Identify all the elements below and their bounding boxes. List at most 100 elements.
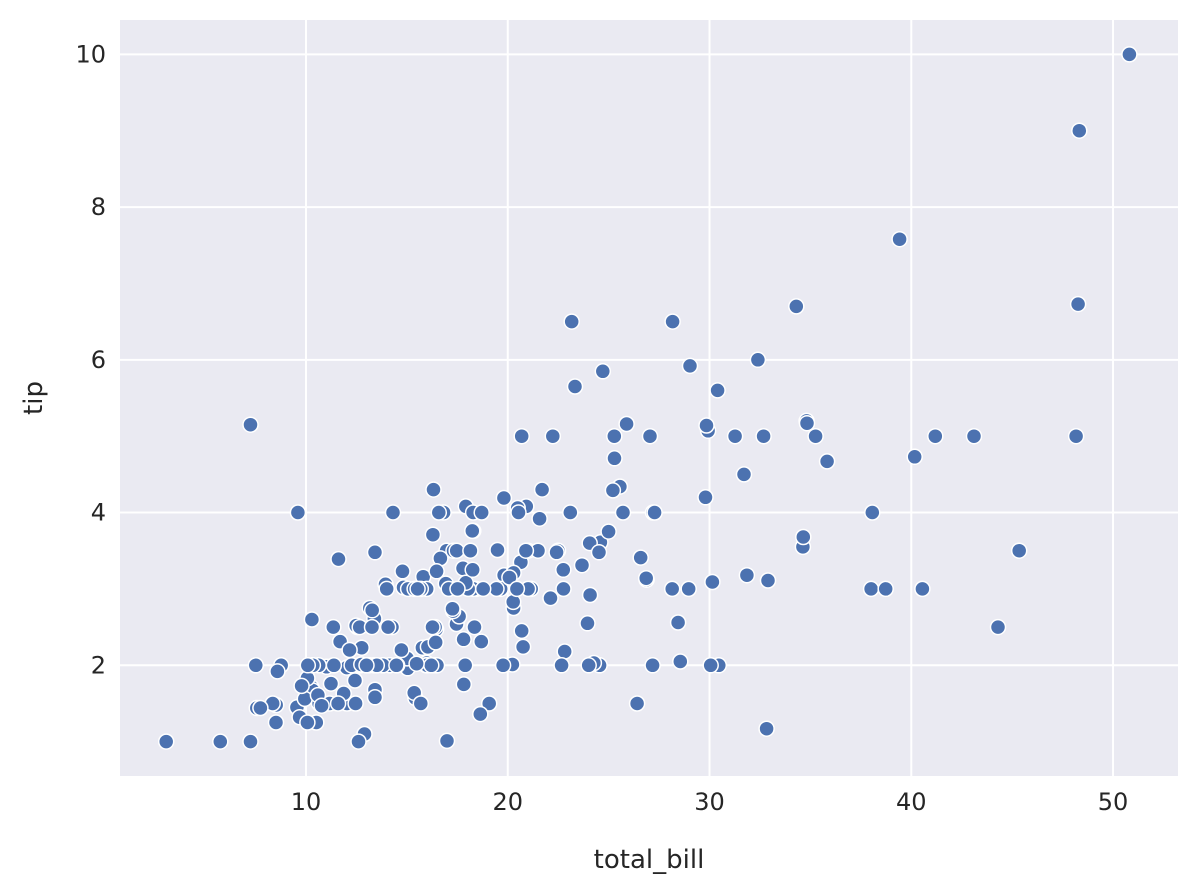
x-tick-labels: 10 20 30 40 50 bbox=[291, 788, 1129, 816]
data-point bbox=[363, 602, 381, 619]
data-point bbox=[424, 618, 441, 636]
data-point bbox=[455, 676, 473, 693]
data-point bbox=[681, 357, 699, 375]
data-point bbox=[798, 414, 816, 432]
data-point bbox=[212, 733, 229, 750]
data-point bbox=[379, 618, 397, 636]
data-point bbox=[427, 634, 444, 651]
data-point bbox=[914, 580, 931, 598]
data-point bbox=[462, 542, 479, 559]
data-point bbox=[556, 643, 573, 660]
data-point bbox=[444, 600, 461, 618]
data-point bbox=[672, 653, 689, 670]
data-point bbox=[807, 427, 824, 445]
data-point bbox=[1010, 542, 1028, 559]
x-tick-label: 40 bbox=[896, 788, 927, 816]
data-point bbox=[449, 580, 466, 598]
data-point bbox=[424, 526, 442, 543]
data-point bbox=[423, 657, 440, 674]
data-point bbox=[480, 695, 498, 712]
data-point bbox=[989, 618, 1007, 636]
data-point bbox=[325, 657, 343, 674]
data-point bbox=[350, 733, 367, 750]
data-point bbox=[247, 657, 265, 674]
data-point bbox=[412, 695, 430, 712]
data-point bbox=[702, 657, 719, 674]
data-point bbox=[580, 657, 597, 674]
data-point bbox=[388, 657, 405, 674]
plot-background bbox=[120, 20, 1178, 776]
data-point bbox=[394, 563, 411, 580]
data-point bbox=[759, 572, 777, 589]
data-point bbox=[795, 528, 812, 546]
data-point bbox=[464, 522, 481, 540]
data-point bbox=[637, 569, 655, 587]
data-point bbox=[542, 589, 559, 607]
data-point bbox=[600, 523, 617, 540]
data-point bbox=[1071, 122, 1088, 139]
data-point bbox=[501, 569, 518, 586]
data-point bbox=[513, 622, 530, 640]
data-point bbox=[533, 481, 551, 498]
data-point bbox=[618, 415, 635, 433]
y-tick-labels: 2 4 6 8 10 bbox=[75, 40, 106, 679]
x-axis-label: total_bill bbox=[594, 845, 705, 875]
data-point bbox=[663, 580, 681, 598]
x-tick-label: 10 bbox=[291, 788, 322, 816]
data-point bbox=[346, 672, 364, 689]
data-point bbox=[252, 699, 269, 717]
y-tick-label: 8 bbox=[91, 193, 106, 221]
data-point bbox=[472, 705, 489, 723]
data-point bbox=[508, 580, 526, 598]
data-point bbox=[303, 611, 321, 628]
y-tick-label: 10 bbox=[75, 40, 106, 68]
data-point bbox=[430, 504, 448, 521]
data-point bbox=[267, 714, 285, 731]
data-point bbox=[384, 504, 402, 521]
data-point bbox=[891, 230, 908, 248]
data-point bbox=[495, 489, 513, 507]
data-point bbox=[646, 504, 663, 521]
x-tick-label: 20 bbox=[492, 788, 523, 816]
data-point bbox=[157, 733, 175, 750]
data-point bbox=[877, 580, 894, 598]
data-point bbox=[709, 382, 726, 399]
data-point bbox=[347, 695, 364, 712]
data-point bbox=[456, 657, 474, 674]
data-point bbox=[517, 542, 535, 559]
data-point bbox=[531, 510, 548, 527]
data-point bbox=[788, 298, 805, 315]
data-point bbox=[242, 416, 259, 433]
data-point bbox=[755, 427, 772, 445]
data-point bbox=[448, 542, 465, 559]
data-point bbox=[555, 580, 572, 598]
data-point bbox=[408, 655, 425, 672]
data-point bbox=[906, 448, 923, 466]
data-point bbox=[473, 633, 490, 650]
data-point bbox=[579, 615, 596, 632]
data-point bbox=[553, 657, 570, 674]
data-point bbox=[562, 504, 579, 521]
data-point bbox=[513, 427, 530, 445]
data-point bbox=[293, 677, 310, 695]
data-point bbox=[544, 427, 562, 445]
x-tick-label: 30 bbox=[694, 788, 725, 816]
data-point bbox=[864, 504, 881, 521]
data-point bbox=[758, 720, 775, 737]
data-point bbox=[1067, 427, 1085, 445]
data-point bbox=[698, 417, 715, 434]
data-point bbox=[330, 550, 347, 568]
y-tick-label: 4 bbox=[91, 499, 106, 527]
y-tick-label: 2 bbox=[91, 651, 106, 679]
data-point bbox=[566, 378, 584, 395]
data-point bbox=[242, 733, 259, 750]
data-point bbox=[313, 697, 330, 714]
data-point bbox=[862, 580, 880, 598]
data-point bbox=[366, 544, 384, 561]
data-point bbox=[474, 580, 492, 598]
data-point bbox=[494, 657, 512, 674]
data-point bbox=[738, 566, 756, 584]
data-point bbox=[425, 481, 442, 498]
data-point bbox=[680, 580, 697, 598]
